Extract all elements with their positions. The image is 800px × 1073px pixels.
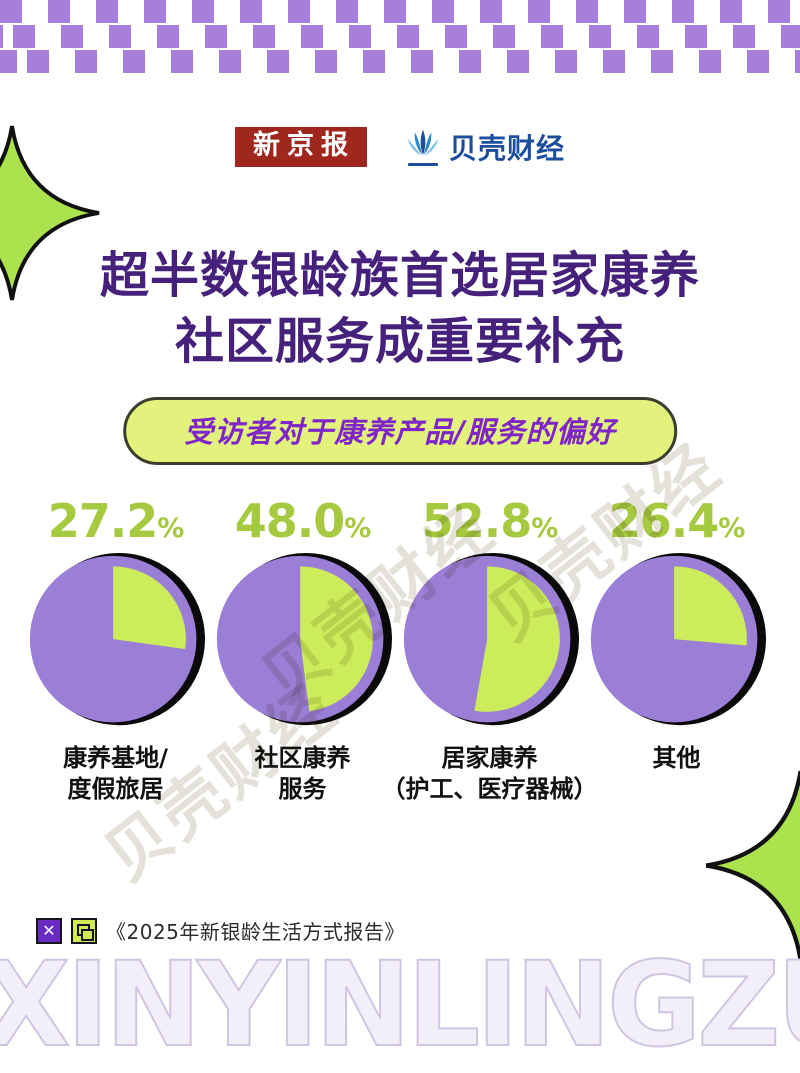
green-star-blob-left: [0, 123, 102, 307]
x-mark-icon: ✕: [36, 917, 62, 944]
four-point-star-icon: [705, 770, 800, 961]
percent-sign: %: [531, 513, 558, 544]
shell-logo-caption: [407, 163, 438, 167]
title-line-2: 社区服务成重要补充: [174, 313, 625, 371]
pie-value: 27.2%: [47, 494, 185, 548]
pie-label: 康养基地/ 度假旅居: [63, 744, 168, 803]
pie-chart: [29, 552, 205, 726]
pie-label: 社区康养 服务: [254, 744, 351, 803]
shell-finance-logo: 贝壳财经: [405, 127, 565, 167]
subtitle-text: 受访者对于康养产品/服务的偏好: [184, 415, 616, 449]
checkerboard-row: [0, 25, 800, 48]
pie-value: 48.0%: [234, 494, 372, 548]
pie-label: 居家康养 （护工、医疗器械）: [381, 744, 598, 803]
pie-group-4: 26.4% 其他: [583, 498, 770, 804]
green-star-blob-right: [703, 768, 800, 967]
copy-icon: [71, 917, 97, 944]
pie-group-1: 27.2% 康养基地/ 度假旅居: [22, 498, 209, 804]
shell-finance-wordmark: 贝壳财经: [448, 132, 565, 166]
brand-row: 新京报 贝壳财经: [0, 127, 800, 168]
checkerboard-row: [0, 50, 800, 73]
pie-chart-row: 27.2% 康养基地/ 度假旅居 48.0% 社区康养 服务 52.8%: [22, 498, 770, 804]
pie-chart: [403, 552, 579, 726]
source-row: ✕ 《2025年新银龄生活方式报告》: [36, 916, 405, 945]
source-text: 《2025年新银龄生活方式报告》: [106, 920, 405, 944]
pie-chart: [216, 552, 392, 726]
pie-group-3: 52.8% 居家康养 （护工、医疗器械）: [382, 494, 598, 804]
pie-value: 52.8%: [421, 494, 559, 548]
title-line-1: 超半数银龄族首选居家康养: [99, 247, 700, 304]
checkerboard-row: [0, 0, 800, 23]
shell-icon: [405, 128, 441, 167]
page-title: 超半数银龄族首选居家康养 社区服务成重要补充: [0, 243, 800, 375]
big-bottom-watermark: XINYINLINGZU: [0, 936, 800, 1073]
pie-chart: [590, 552, 766, 726]
pie-label: 其他: [652, 744, 701, 772]
beijing-news-logo: 新京报: [234, 127, 367, 168]
pie-group-2: 48.0% 社区康养 服务: [209, 498, 396, 804]
subtitle-pill: 受访者对于康养产品/服务的偏好: [123, 397, 677, 465]
percent-sign: %: [157, 513, 184, 544]
pie-value: 26.4%: [608, 494, 746, 548]
checkerboard-band: [0, 0, 800, 75]
percent-sign: %: [344, 513, 371, 544]
percent-sign: %: [718, 513, 745, 544]
four-point-star-icon: [0, 125, 100, 301]
